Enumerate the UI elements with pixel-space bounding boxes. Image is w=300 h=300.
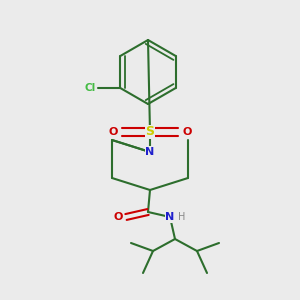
- Text: H: H: [178, 212, 186, 222]
- Text: S: S: [146, 125, 154, 139]
- Text: N: N: [146, 147, 154, 157]
- Text: O: O: [113, 212, 123, 222]
- Text: Cl: Cl: [85, 83, 96, 93]
- Text: O: O: [108, 127, 118, 137]
- Text: N: N: [165, 212, 175, 222]
- Text: O: O: [182, 127, 192, 137]
